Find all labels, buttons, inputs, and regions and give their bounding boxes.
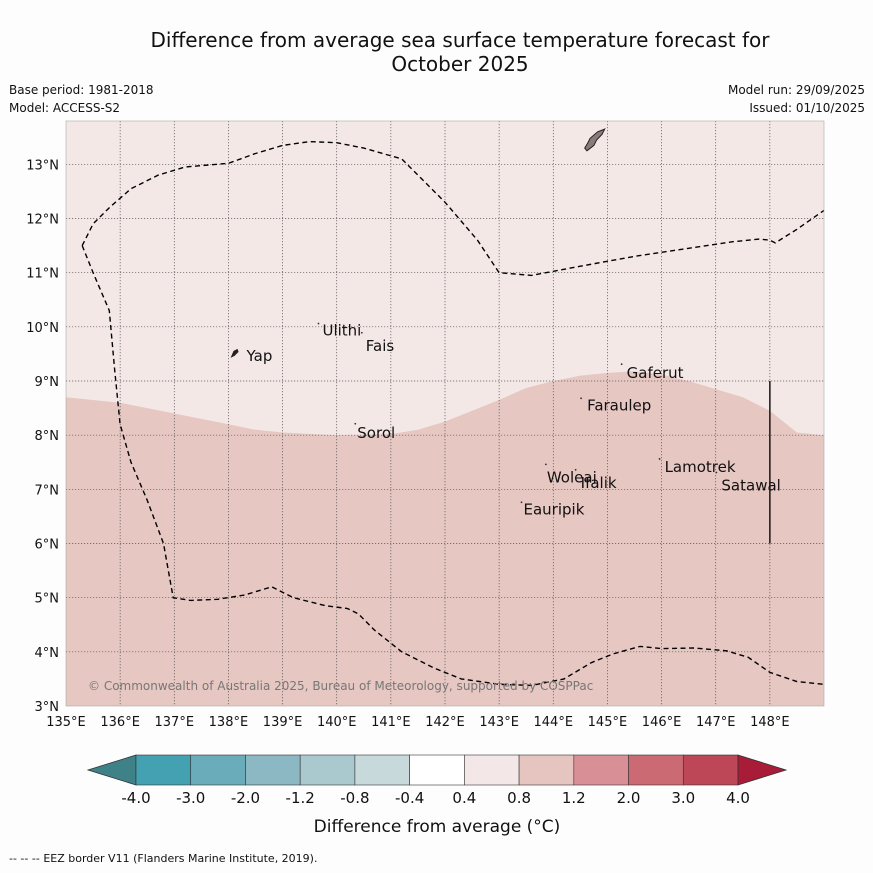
colorbar-segment: [628, 754, 684, 786]
colorbar-tick-label: -1.2: [286, 789, 315, 807]
island-marker: [620, 363, 623, 366]
island-marker: [715, 471, 718, 474]
lon-tick-label: 145°E: [588, 715, 628, 730]
model-run: Model run: 29/09/2025: [727, 83, 865, 97]
colorbar-tick-label: -3.0: [176, 789, 205, 807]
island-label: Yap: [246, 347, 273, 365]
model-name: Model: ACCESS-S2: [9, 101, 121, 115]
island-label: Ifalik: [581, 474, 617, 492]
colorbar-segment: [354, 754, 410, 786]
lat-tick-label: 4°N: [35, 646, 60, 661]
lat-tick-label: 5°N: [35, 592, 60, 607]
lat-tick-label: 7°N: [35, 483, 60, 498]
colorbar-tick-label: -0.8: [340, 789, 369, 807]
lon-tick-label: 148°E: [750, 715, 790, 730]
lon-tick-label: 136°E: [100, 715, 140, 730]
lat-tick-label: 9°N: [35, 375, 60, 390]
map-frame: [65, 120, 825, 707]
island-marker: [360, 331, 363, 334]
colorbar-tick-label: 4.0: [726, 789, 750, 807]
lon-tick-label: 135°E: [46, 715, 86, 730]
colorbar-tick-label: 2.0: [617, 789, 641, 807]
island-marker: [574, 468, 577, 471]
eez-border-south: [81, 245, 825, 687]
colorbar-segment: [190, 754, 246, 786]
lon-tick-label: 146°E: [642, 715, 682, 730]
lat-tick-label: 13°N: [26, 158, 59, 173]
island-label: Faraulep: [587, 396, 651, 414]
colorbar-tick-label: -2.0: [231, 789, 260, 807]
lon-tick-label: 139°E: [263, 715, 303, 730]
colorbar-tick-label: 0.8: [507, 789, 531, 807]
meta-left: Base period: 1981-2018 Model: ACCESS-S2: [9, 81, 154, 117]
island-marker: [544, 463, 547, 466]
island-marker: [354, 422, 357, 425]
lon-tick-label: 141°E: [371, 715, 411, 730]
colorbar-title: Difference from average (°C): [314, 817, 561, 837]
island-marker: [658, 458, 661, 460]
colorbar-segment: [464, 754, 520, 786]
colorbar-segment: [518, 754, 575, 786]
island-label: Ulithi: [322, 322, 361, 340]
lat-tick-label: 3°N: [35, 700, 60, 715]
lon-tick-label: 142°E: [425, 715, 465, 730]
lon-tick-label: 138°E: [209, 715, 249, 730]
colorbar-tick-label: 1.2: [562, 789, 586, 807]
lon-tick-label: 137°E: [155, 715, 195, 730]
title-line-1: Difference from average sea surface temp…: [150, 28, 770, 52]
eez-border-north: [81, 140, 825, 277]
colorbar-segment: [299, 754, 356, 786]
footnote-line-sample: -- -- --: [9, 852, 40, 865]
island-label: Sorol: [357, 424, 395, 442]
copyright-text: © Commonwealth of Australia 2025, Bureau…: [88, 679, 593, 693]
island-label: Gaferut: [627, 364, 684, 382]
lat-tick-label: 10°N: [26, 321, 59, 336]
island-label: Satawal: [721, 477, 780, 495]
island-marker: [230, 348, 239, 358]
lon-tick-label: 140°E: [317, 715, 357, 730]
colorbar-tick-label: 0.4: [452, 789, 476, 807]
issued-date: Issued: 01/10/2025: [749, 101, 865, 115]
lon-tick-label: 143°E: [479, 715, 519, 730]
lat-tick-label: 6°N: [35, 538, 60, 553]
colorbar-segment: [573, 754, 629, 786]
colorbar-high-arrow: [737, 754, 788, 786]
footnote: -- -- -- EEZ border V11 (Flanders Marine…: [9, 852, 317, 865]
island-label: Eauripik: [524, 500, 585, 518]
lat-tick-label: 11°N: [26, 267, 59, 282]
island-label: Woleai: [547, 468, 597, 486]
title-line-2: October 2025: [391, 52, 529, 76]
island-label: Lamotrek: [665, 458, 736, 476]
colorbar-tick-label: -4.0: [121, 789, 150, 807]
chart-title: Difference from average sea surface temp…: [60, 28, 860, 76]
colorbar-tick-label: -0.4: [395, 789, 424, 807]
lon-tick-label: 144°E: [534, 715, 574, 730]
colorbar-segment: [245, 754, 301, 786]
island-marker: [580, 397, 582, 400]
colorbar-segment: [409, 754, 465, 786]
island-label: Fais: [366, 337, 395, 355]
guam-island: [584, 128, 606, 152]
colorbar-segment: [682, 754, 739, 786]
meta-right: Model run: 29/09/2025 Issued: 01/10/2025: [728, 81, 865, 117]
lon-tick-label: 147°E: [696, 715, 736, 730]
island-marker: [317, 322, 320, 325]
footnote-text: EEZ border V11 (Flanders Marine Institut…: [43, 852, 318, 865]
colorbar-low-arrow: [86, 754, 137, 786]
colorbar-segment: [135, 754, 192, 786]
base-period: Base period: 1981-2018: [9, 83, 154, 97]
lat-tick-label: 8°N: [35, 429, 60, 444]
colorbar-tick-label: 3.0: [671, 789, 695, 807]
lat-tick-label: 12°N: [26, 213, 59, 228]
island-marker: [520, 501, 523, 504]
